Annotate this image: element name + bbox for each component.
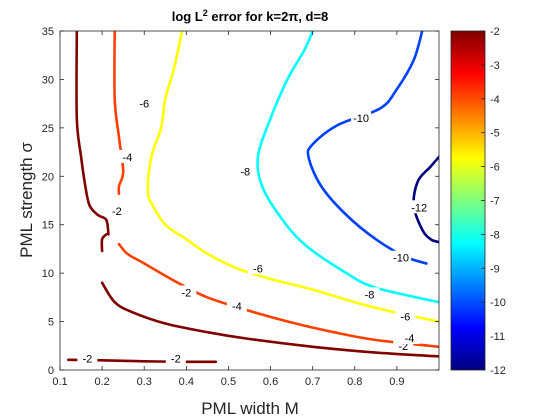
- x-tick-label: 0.8: [347, 376, 362, 388]
- colorbar-tick-label: -11: [490, 331, 505, 343]
- contour-label: -2: [398, 341, 408, 353]
- y-tick-label: 5: [48, 317, 54, 329]
- contour-label-bg: [391, 250, 412, 264]
- x-tick-label: 0.5: [221, 376, 236, 388]
- contour-label: -6: [139, 99, 149, 111]
- contour-label: -10: [393, 253, 409, 265]
- contour-label: -8: [240, 166, 250, 178]
- contour-label-bg: [106, 204, 127, 218]
- contour-label-bg: [226, 299, 247, 313]
- colorbar-tick-label: -7: [490, 196, 500, 208]
- colorbar-tick-label: -8: [490, 229, 500, 241]
- x-tick-label: 0.3: [137, 376, 152, 388]
- x-tick-label: 0.1: [52, 376, 67, 388]
- contour-line-level-8: [256, 31, 439, 304]
- contour-label-bg: [395, 309, 416, 323]
- contour-line-level-6: [146, 31, 439, 323]
- contour-label: -2: [171, 353, 181, 365]
- colorbar: [450, 30, 486, 371]
- y-axis-ticks: 0 5 10 15 20 25 30 35: [42, 26, 439, 377]
- y-tick-label: 20: [42, 171, 54, 183]
- x-tick-label: 0.9: [389, 376, 404, 388]
- y-tick-label: 10: [42, 268, 54, 280]
- contour-label-bg: [247, 261, 268, 275]
- plot-frame: [59, 30, 440, 371]
- x-tick-label: 0.2: [94, 376, 109, 388]
- contour-label: -4: [405, 333, 415, 345]
- contour-label-bg: [165, 351, 186, 365]
- x-tick-label: 0.6: [263, 376, 278, 388]
- contour-label-bg: [409, 200, 430, 214]
- contour-label: -2: [181, 288, 191, 300]
- contour-label: -2: [112, 206, 122, 218]
- colorbar-tick-label: -6: [490, 162, 500, 174]
- colorbar-tick-label: -5: [490, 128, 500, 140]
- contour-label: -4: [232, 301, 242, 313]
- contour-label-bg: [351, 111, 372, 125]
- contour-label-bg: [359, 287, 380, 301]
- colorbar-tick-label: -12: [490, 365, 506, 377]
- contour-label: -8: [365, 289, 375, 301]
- contour-label: -2: [82, 353, 92, 365]
- contour-line-level-2: [100, 281, 439, 358]
- contour-label-bg: [77, 351, 98, 365]
- contour-label: -6: [253, 263, 263, 275]
- contour-label: -6: [400, 312, 410, 324]
- contour-line-level-10: [306, 31, 428, 265]
- y-axis-label: PML strength σ: [17, 142, 36, 258]
- colorbar-tick-label: -3: [490, 60, 500, 72]
- y-tick-label: 35: [42, 26, 54, 38]
- colorbar-tick-label: -4: [490, 94, 500, 106]
- contour-label-bg: [117, 149, 138, 163]
- contour-label: -10: [353, 113, 369, 125]
- y-tick-label: 0: [48, 365, 54, 377]
- y-tick-label: 25: [42, 123, 54, 135]
- colorbar-tick-label: -9: [490, 263, 500, 275]
- plot-area: [60, 31, 439, 370]
- x-axis-ticks: 0.1 0.2 0.3 0.4 0.5 0.6 0.7 0.8 0.9: [52, 31, 405, 388]
- contour-label-bg: [176, 285, 197, 299]
- colorbar-tick-label: -2: [490, 26, 500, 38]
- contour-line-level-2: [75, 31, 110, 236]
- contour-label: -12: [411, 202, 427, 214]
- y-tick-label: 15: [42, 220, 54, 232]
- x-tick-label: 0.7: [305, 376, 320, 388]
- chart-title: log L2 error for k=2π, d=8: [172, 8, 329, 24]
- contour-label-bg: [399, 331, 420, 345]
- contour-label-bg: [235, 164, 256, 178]
- colorbar-tick-label: -10: [490, 297, 506, 309]
- colorbar-ticks: -2 -3 -4 -5 -6 -7 -8 -9 -10 -11 -12: [481, 26, 506, 377]
- y-tick-label: 30: [42, 74, 54, 86]
- contour-label-bg: [134, 96, 155, 110]
- contour-line-level-2: [100, 233, 108, 253]
- x-tick-label: 0.4: [179, 376, 194, 388]
- x-axis-label: PML width M: [201, 399, 299, 418]
- contour-labels: -2-2-2-2-2-4-4-4-6-6-6-8-8-10-10-12: [77, 96, 430, 365]
- contour-label: -4: [122, 152, 132, 164]
